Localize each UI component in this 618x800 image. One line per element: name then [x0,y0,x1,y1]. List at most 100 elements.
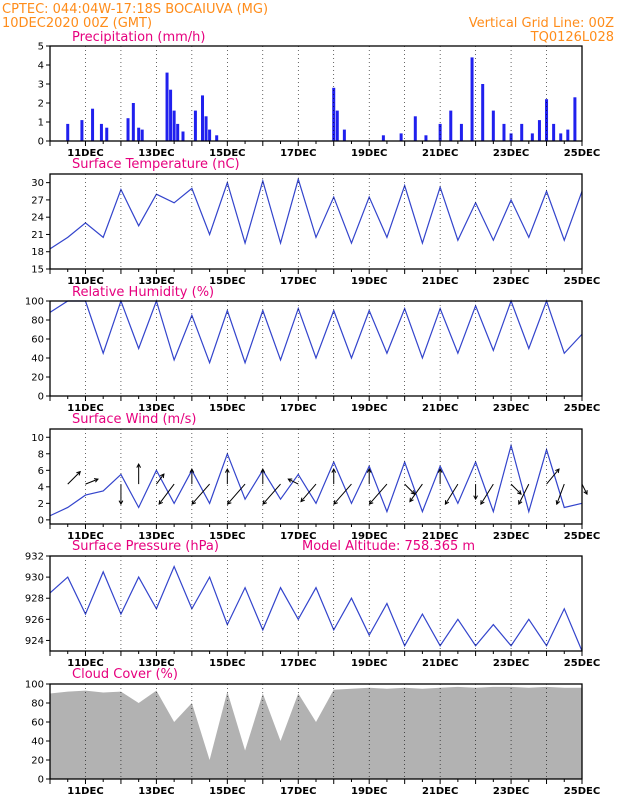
wind-arrow-head [226,500,232,505]
humidity-xtick-label: 11DEC [67,403,103,414]
wind-arrow [510,483,522,495]
wind-xtick-label: 17DEC [280,531,316,542]
wind-ytick-label: 2 [38,499,44,510]
temp-ytick-label: 21 [31,230,44,241]
precip-ytick-label: 5 [38,42,44,53]
precip-bar [215,135,219,141]
precip-bar [530,133,534,141]
temp-xtick-label: 25DEC [564,276,600,287]
pressure-ytick-label: 930 [25,573,44,584]
wind-arrow-head [409,497,414,503]
cloud-area [50,686,582,779]
humidity-xtick-label: 15DEC [209,403,245,414]
header-grid-line: Vertical Grid Line: 00Z [469,16,614,31]
precip-bar [537,120,541,141]
pressure-ytick-label: 932 [25,552,44,563]
humidity-ytick-label: 0 [38,392,44,403]
precip-bar [335,110,339,141]
pressure-title: Surface Pressure (hPa) [72,539,219,554]
temp-series-line [49,177,583,250]
precip-panel: 0 1 2 3 4 5 11DEC 13DEC 15DEC 17DEC 19DEC 21DEC 23DE… [38,42,601,160]
precip-bar [105,127,109,141]
wind-arrow-head [518,500,523,506]
precip-bar [545,99,549,141]
precip-bar [208,129,212,141]
temp-xtick-label: 13DEC [138,276,174,287]
precip-bar [449,110,453,141]
wind-xtick-label: 11DEC [67,531,103,542]
temp-ytick-label: 24 [31,213,44,224]
wind-arrow [67,471,81,485]
wind-arrow [262,483,281,505]
cloud-xtick-label: 15DEC [209,786,245,797]
pressure-ytick-label: 928 [25,594,44,605]
humidity-title: Relative Humidity (%) [72,285,214,300]
wind-arrow-head [333,500,338,505]
wind-arrow [155,473,165,485]
pressure-ytick-label: 924 [25,636,44,647]
precip-ytick-label: 3 [38,80,44,91]
cloud-ytick-label: 20 [31,756,44,767]
pressure-series-line [49,565,583,652]
precip-bar [131,103,135,141]
precip-xtick-label: 21DEC [422,148,458,159]
temp-xtick-label: 15DEC [209,276,245,287]
precip-bar [201,95,205,141]
wind-arrow-head [368,500,374,505]
precip-bar [99,123,103,141]
precip-bar [66,123,70,141]
wind-arrow [581,483,588,495]
cloud-xtick-label: 11DEC [67,786,103,797]
precip-xtick-label: 15DEC [209,148,245,159]
header-station: CPTEC: 044:04W-17:18S BOCAIUVA (MG) [2,2,268,17]
precip-bar [126,118,130,141]
wind-ytick-label: 10 [31,433,44,444]
wind-arrow-head [93,478,99,483]
wind-xtick-label: 23DEC [493,531,529,542]
precip-bar [413,116,417,141]
pressure-xtick-label: 21DEC [422,658,458,669]
pressure-xtick-label: 15DEC [209,658,245,669]
precip-bar [502,123,506,141]
precip-bar [438,123,442,141]
cloud-xtick-label: 25DEC [564,786,600,797]
pressure-frame [49,555,583,652]
cloud-ytick-label: 0 [38,775,44,786]
pressure-panel: 924 926 928 930 932 11DEC 13DEC 15DEC 17DEC 19DEC… [25,552,600,670]
precip-xtick-label: 17DEC [280,148,316,159]
cloud-xtick-label: 21DEC [422,786,458,797]
humidity-series-line [49,299,583,365]
temp-title: Surface Temperature (nC) [72,157,240,172]
pressure-xtick-label: 13DEC [138,658,174,669]
wind-arrow-head [76,470,81,476]
humidity-ytick-label: 100 [25,297,44,308]
wind-arrow [409,483,423,502]
wind-ytick-label: 6 [38,466,44,477]
header-datetime: 10DEC2020 00Z (GMT) [2,16,152,31]
precip-title: Precipitation (mm/h) [72,30,205,45]
wind-arrow [85,478,99,485]
wind-arrow [369,483,388,505]
temp-xtick-label: 11DEC [67,276,103,287]
temp-xtick-label: 21DEC [422,276,458,287]
wind-xtick-label: 25DEC [564,531,600,542]
precip-bar [342,129,346,141]
precip-bar [470,57,474,141]
cloud-title: Cloud Cover (%) [72,667,178,682]
humidity-ytick-label: 40 [31,354,44,365]
wind-arrow-head [555,468,560,474]
wind-arrow-head [287,478,293,483]
wind-xtick-label: 19DEC [351,531,387,542]
humidity-frame [49,300,583,397]
precip-bar [566,129,570,141]
precip-ytick-label: 0 [38,137,44,148]
wind-arrow-head [444,500,450,505]
temp-xtick-label: 23DEC [493,276,529,287]
pressure-xtick-label: 25DEC [564,658,600,669]
pressure-xtick-label: 17DEC [280,658,316,669]
humidity-xtick-label: 13DEC [138,403,174,414]
wind-arrow-head [160,473,165,479]
precip-bar [559,133,563,141]
wind-arrow-head [262,500,267,505]
